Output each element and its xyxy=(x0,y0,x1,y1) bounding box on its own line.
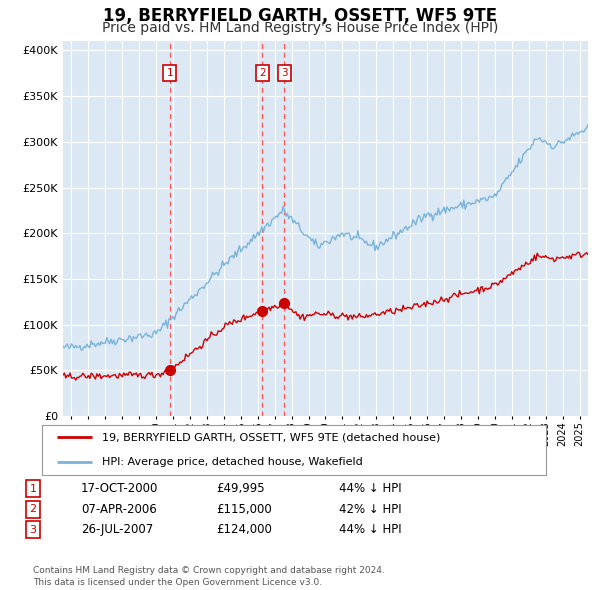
Text: 3: 3 xyxy=(29,525,37,535)
Text: 19, BERRYFIELD GARTH, OSSETT, WF5 9TE (detached house): 19, BERRYFIELD GARTH, OSSETT, WF5 9TE (d… xyxy=(103,432,441,442)
Text: 26-JUL-2007: 26-JUL-2007 xyxy=(81,523,153,536)
Text: 44% ↓ HPI: 44% ↓ HPI xyxy=(339,523,401,536)
Text: 2: 2 xyxy=(29,504,37,514)
Text: £49,995: £49,995 xyxy=(216,482,265,495)
Text: Price paid vs. HM Land Registry's House Price Index (HPI): Price paid vs. HM Land Registry's House … xyxy=(102,21,498,35)
Text: HPI: Average price, detached house, Wakefield: HPI: Average price, detached house, Wake… xyxy=(103,457,363,467)
Text: 1: 1 xyxy=(29,484,37,493)
Text: 3: 3 xyxy=(281,68,287,78)
Text: £124,000: £124,000 xyxy=(216,523,272,536)
Text: 44% ↓ HPI: 44% ↓ HPI xyxy=(339,482,401,495)
Text: 07-APR-2006: 07-APR-2006 xyxy=(81,503,157,516)
Text: 1: 1 xyxy=(166,68,173,78)
Text: Contains HM Land Registry data © Crown copyright and database right 2024.
This d: Contains HM Land Registry data © Crown c… xyxy=(33,566,385,587)
Text: 17-OCT-2000: 17-OCT-2000 xyxy=(81,482,158,495)
Text: 42% ↓ HPI: 42% ↓ HPI xyxy=(339,503,401,516)
Text: £115,000: £115,000 xyxy=(216,503,272,516)
Text: 19, BERRYFIELD GARTH, OSSETT, WF5 9TE: 19, BERRYFIELD GARTH, OSSETT, WF5 9TE xyxy=(103,7,497,25)
Text: 2: 2 xyxy=(259,68,266,78)
